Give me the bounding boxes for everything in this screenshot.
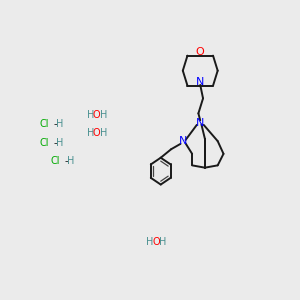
Text: H: H <box>87 128 94 138</box>
Text: H: H <box>56 138 64 148</box>
Text: O: O <box>93 110 100 119</box>
Text: O: O <box>152 237 160 247</box>
Text: N: N <box>178 136 187 146</box>
Text: Cl: Cl <box>39 119 49 129</box>
Text: -: - <box>53 119 57 129</box>
Text: -: - <box>64 156 68 166</box>
Text: Cl: Cl <box>39 138 49 148</box>
Text: Cl: Cl <box>50 156 60 166</box>
Text: N: N <box>196 118 204 128</box>
Text: -: - <box>53 138 57 148</box>
Text: H: H <box>67 156 74 166</box>
Text: O: O <box>93 128 100 138</box>
Text: N: N <box>196 77 204 87</box>
Text: H: H <box>87 110 94 119</box>
Text: H: H <box>56 119 64 129</box>
Text: H: H <box>100 128 107 138</box>
Text: H: H <box>159 237 166 247</box>
Text: H: H <box>146 237 153 247</box>
Text: H: H <box>100 110 107 119</box>
Text: O: O <box>196 47 205 57</box>
